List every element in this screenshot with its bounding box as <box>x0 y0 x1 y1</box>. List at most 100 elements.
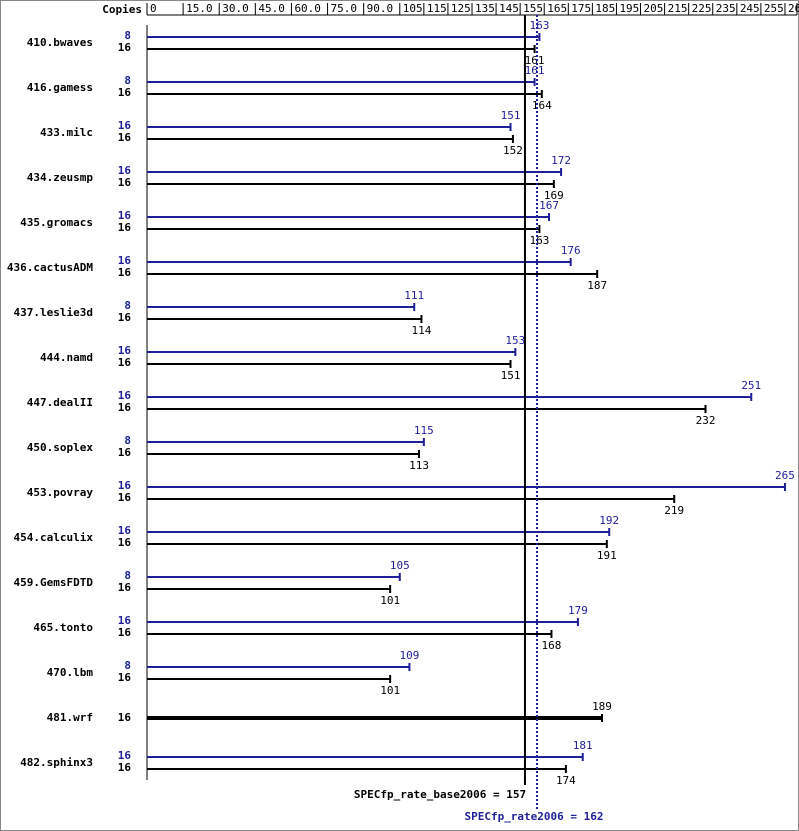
category-label: 450.soplex <box>27 441 94 454</box>
copies-label: 16 <box>118 119 132 132</box>
value-label: 219 <box>664 504 684 517</box>
copies-label: 16 <box>118 446 132 459</box>
value-label: 101 <box>380 684 400 697</box>
reference-label: SPECfp_rate_base2006 = 157 <box>354 788 526 801</box>
value-label: 167 <box>539 199 559 212</box>
x-tick-label: 15.0 <box>186 2 213 15</box>
value-label: 169 <box>544 189 564 202</box>
copies-label: 16 <box>118 131 132 144</box>
category-label: 444.namd <box>40 351 93 364</box>
copies-label: 16 <box>118 356 132 369</box>
value-label: 115 <box>414 424 434 437</box>
value-label: 114 <box>412 324 432 337</box>
category-label: 437.leslie3d <box>14 306 93 319</box>
x-tick-label: 255 <box>764 2 784 15</box>
copies-label: 16 <box>118 671 132 684</box>
x-tick-label: 75.0 <box>331 2 358 15</box>
category-label: 454.calculix <box>14 531 94 544</box>
category-label: 416.gamess <box>27 81 93 94</box>
copies-label: 16 <box>118 581 132 594</box>
x-tick-label: 90.0 <box>367 2 394 15</box>
x-tick-label: 60.0 <box>294 2 321 15</box>
value-label: 111 <box>404 289 424 302</box>
x-tick-label: 30.0 <box>222 2 249 15</box>
copies-header: Copies <box>102 3 142 16</box>
copies-label: 16 <box>118 176 132 189</box>
category-label: 481.wrf <box>47 711 93 724</box>
x-tick-label: 45.0 <box>258 2 285 15</box>
category-label: 453.povray <box>27 486 94 499</box>
copies-label: 16 <box>118 711 132 724</box>
x-tick-label: 155 <box>523 2 543 15</box>
copies-label: 16 <box>118 761 132 774</box>
category-label: 434.zeusmp <box>27 171 94 184</box>
value-label: 176 <box>561 244 581 257</box>
copies-label: 8 <box>124 74 131 87</box>
x-tick-label: 245 <box>740 2 760 15</box>
copies-label: 16 <box>118 536 132 549</box>
value-label: 153 <box>505 334 525 347</box>
copies-label: 16 <box>118 311 132 324</box>
copies-label: 16 <box>118 254 132 267</box>
x-tick-label: 195 <box>619 2 639 15</box>
category-label: 436.cactusADM <box>7 261 93 274</box>
value-label: 168 <box>542 639 562 652</box>
copies-label: 16 <box>118 626 132 639</box>
category-label: 482.sphinx3 <box>20 756 93 769</box>
value-label: 174 <box>556 774 576 787</box>
copies-label: 8 <box>124 29 131 42</box>
x-tick-label: 175 <box>571 2 591 15</box>
value-label: 151 <box>501 109 521 122</box>
copies-label: 16 <box>118 266 132 279</box>
category-label: 433.milc <box>40 126 93 139</box>
x-tick-label: 165 <box>547 2 567 15</box>
category-label: 465.tonto <box>33 621 93 634</box>
value-label: 191 <box>597 549 617 562</box>
value-label: 172 <box>551 154 571 167</box>
value-label: 163 <box>529 234 549 247</box>
value-label: 181 <box>573 739 593 752</box>
value-label: 105 <box>390 559 410 572</box>
x-tick-label: 235 <box>716 2 736 15</box>
value-label: 189 <box>592 700 612 713</box>
copies-label: 8 <box>124 659 131 672</box>
copies-label: 16 <box>118 401 132 414</box>
value-label: 251 <box>741 379 761 392</box>
value-label: 179 <box>568 604 588 617</box>
category-label: 435.gromacs <box>20 216 93 229</box>
copies-label: 16 <box>118 86 132 99</box>
copies-label: 16 <box>118 344 132 357</box>
value-label: 232 <box>696 414 716 427</box>
x-tick-label: 105 <box>403 2 423 15</box>
category-label: 459.GemsFDTD <box>14 576 94 589</box>
value-label: 164 <box>532 99 552 112</box>
value-label: 152 <box>503 144 523 157</box>
value-label: 265 <box>775 469 795 482</box>
x-tick-label: 215 <box>668 2 688 15</box>
x-tick-label: 145 <box>499 2 519 15</box>
copies-label: 16 <box>118 221 132 234</box>
copies-label: 16 <box>118 524 132 537</box>
copies-label: 8 <box>124 434 131 447</box>
value-label: 163 <box>529 19 549 32</box>
x-tick-label: 115 <box>427 2 447 15</box>
x-tick-label: 125 <box>451 2 471 15</box>
x-tick-label: 185 <box>595 2 615 15</box>
value-label: 151 <box>501 369 521 382</box>
value-label: 109 <box>399 649 419 662</box>
copies-label: 16 <box>118 479 132 492</box>
x-tick-label: 225 <box>692 2 712 15</box>
value-label: 161 <box>525 54 545 67</box>
category-label: 410.bwaves <box>27 36 93 49</box>
reference-label: SPECfp_rate2006 = 162 <box>464 810 603 823</box>
copies-label: 8 <box>124 299 131 312</box>
x-tick-label: 265 <box>788 2 799 15</box>
x-tick-label: 205 <box>644 2 664 15</box>
value-label: 192 <box>599 514 619 527</box>
x-tick-label: 135 <box>475 2 495 15</box>
value-label: 101 <box>380 594 400 607</box>
copies-label: 16 <box>118 164 132 177</box>
copies-label: 16 <box>118 41 132 54</box>
x-tick-label: 0 <box>150 2 157 15</box>
